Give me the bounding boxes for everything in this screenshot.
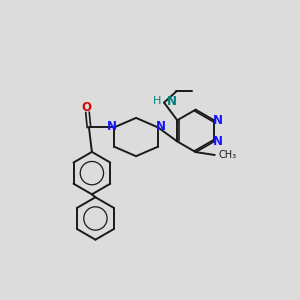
Text: N: N [155,119,166,133]
Text: N: N [212,114,223,127]
Text: N: N [167,94,176,108]
Text: O: O [81,101,91,114]
Text: N: N [106,119,117,133]
Text: CH₃: CH₃ [218,150,236,160]
Text: N: N [212,135,223,148]
Text: H: H [153,96,162,106]
